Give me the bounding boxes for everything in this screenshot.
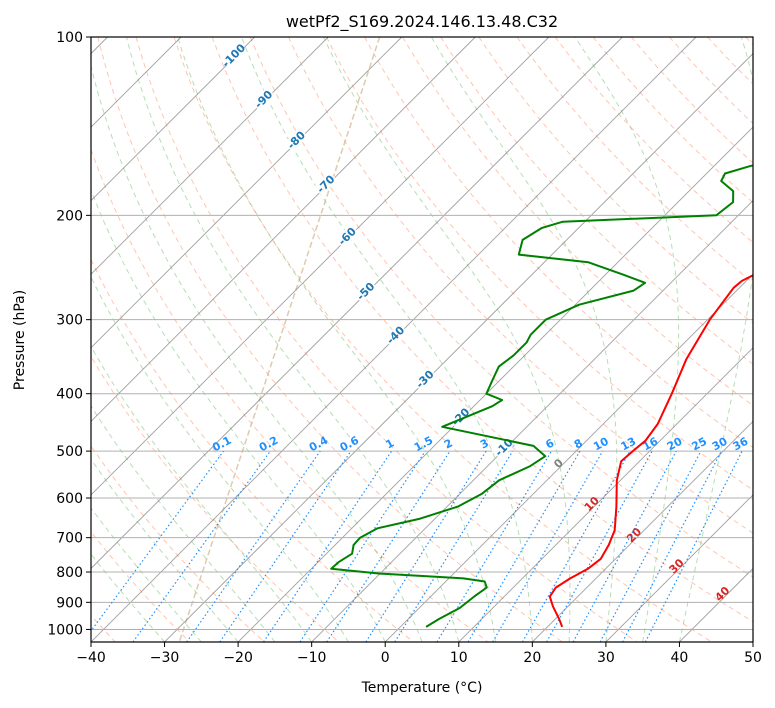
isotherm-label-bg (383, 322, 408, 347)
lcl-curve (178, 37, 381, 642)
x-tick-label: −30 (150, 650, 180, 666)
dry-adiabat-line (630, 37, 753, 164)
isotherm-line (91, 37, 255, 202)
mixing-ratio-line (521, 450, 631, 642)
dry-adiabat-line (440, 37, 753, 365)
x-tick-label: 30 (597, 650, 615, 666)
isotherm-line (458, 347, 753, 642)
isotherm-label-bg (412, 367, 437, 392)
isotherm-label-bg (334, 224, 359, 249)
y-tick-label: 1000 (47, 622, 83, 638)
moist-adiabat-line (323, 37, 571, 642)
y-tick-label: 900 (56, 595, 83, 611)
mixing-ratio-line (467, 450, 581, 642)
dry-adiabats (91, 37, 753, 642)
plot-frame (90, 36, 754, 643)
x-tick-label: −40 (76, 650, 106, 666)
y-tick-label: 300 (56, 313, 83, 329)
mixing-ratio-line (546, 450, 653, 642)
mixing-ratio-line (365, 450, 487, 642)
x-tick-label: −20 (223, 650, 253, 666)
dry-adiabat-line (91, 531, 191, 642)
moist-adiabat-line (91, 405, 276, 642)
moist-adiabat-line (91, 188, 386, 642)
x-tick-label: 10 (450, 650, 468, 666)
chart-title: wetPf2_S169.2024.146.13.48.C32 (286, 12, 558, 32)
isotherm-label-bg (221, 43, 246, 68)
mixing-ratio-line (394, 450, 514, 642)
moist-adiabat-line (91, 64, 423, 642)
moist-adiabat-line (126, 37, 460, 642)
dry-adiabat-line (91, 445, 265, 642)
isotherm-line (91, 37, 623, 570)
mixing-ratio-label: 20 (665, 435, 685, 454)
moist-adiabat-line (574, 37, 680, 642)
isotherm-line (532, 420, 753, 642)
x-axis-label: Temperature (°C) (361, 680, 483, 696)
mixing-ratio-line (326, 450, 451, 642)
y-tick-label: 100 (56, 30, 83, 46)
isotherm-line (384, 273, 753, 642)
y-tick-label: 800 (56, 565, 83, 581)
dry-adiabat-line (173, 37, 713, 642)
isotherm-line (237, 126, 753, 642)
y-tick-label: 500 (56, 444, 83, 460)
mixing-ratio-label: 30 (710, 435, 730, 454)
moist-adiabat-line (91, 458, 239, 642)
x-tick-label: 50 (744, 650, 762, 666)
mixing-ratio-lines (91, 450, 743, 642)
y-tick-label: 200 (56, 208, 83, 224)
isotherm-label-bg (313, 171, 338, 196)
lcl-line (178, 37, 381, 642)
moist-adiabat-line (241, 37, 533, 642)
dry-adiabat-line (211, 37, 753, 623)
isotherm-line (91, 37, 550, 496)
dry-adiabat-line (478, 37, 753, 324)
mixing-ratio-label: 10 (591, 435, 611, 454)
isotherm-label-bg (353, 279, 378, 304)
x-axis: −40 −30 −20 −10 0 10 20 30 40 50 (76, 642, 762, 666)
series-layer (330, 164, 753, 628)
dewpoint-profile-line (330, 164, 753, 628)
dry-adiabat-line (364, 37, 753, 449)
mixing-ratio-line (186, 450, 321, 642)
dry-adiabat-line (516, 37, 753, 284)
dry-adiabat-line (135, 37, 638, 642)
mixing-ratio-line (572, 450, 677, 642)
temperature-profile-line (548, 274, 753, 628)
y-axis: 1000 900 800 700 600 500 400 300 200 100 (47, 30, 91, 638)
mixing-ratio-line (492, 450, 604, 642)
moist-adiabat-line (91, 507, 202, 642)
isotherm-label-bg (251, 87, 276, 112)
isotherm-line (311, 200, 753, 642)
dry-adiabat-line (402, 37, 753, 407)
isotherm-line (164, 52, 753, 642)
mixing-ratio-label: 13 (619, 435, 639, 454)
mixing-ratio-line (219, 450, 352, 642)
moist-adiabat-line (91, 275, 349, 642)
y-tick-label: 400 (56, 387, 83, 403)
y-axis-label: Pressure (hPa) (12, 290, 28, 390)
x-tick-label: 20 (523, 650, 541, 666)
mixing-ratio-label: 36 (731, 435, 751, 454)
isotherm-label-bg (284, 127, 309, 152)
y-tick-label: 700 (56, 531, 83, 547)
moist-adiabat-line (91, 345, 313, 642)
moist-adiabat-line (91, 553, 165, 642)
moist-adiabat-line (177, 37, 497, 642)
mixing-ratio-label: 25 (689, 435, 709, 454)
x-tick-label: 40 (671, 650, 689, 666)
x-tick-label: 0 (381, 650, 390, 666)
y-tick-label: 600 (56, 491, 83, 507)
moist-adiabats (91, 37, 753, 642)
isotherm-line (605, 494, 753, 642)
isotherm-line (91, 37, 476, 422)
dry-adiabat-line (97, 37, 563, 642)
isotherm-line (91, 37, 329, 275)
dry-adiabat-line (592, 37, 753, 204)
dry-adiabat-line (91, 258, 414, 642)
x-tick-label: −10 (297, 650, 327, 666)
